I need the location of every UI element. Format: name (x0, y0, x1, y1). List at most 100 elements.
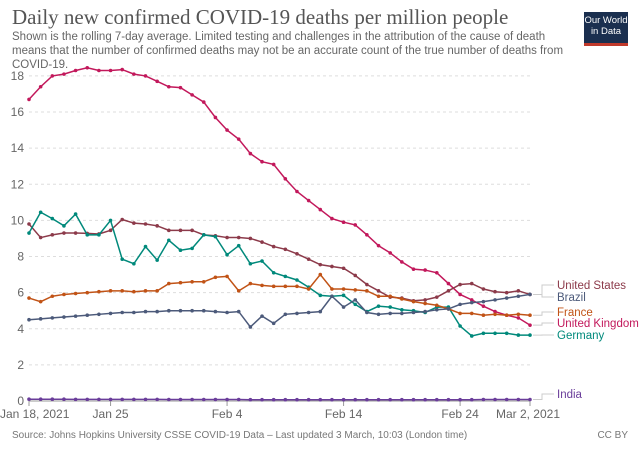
label-connector (533, 311, 554, 316)
data-point (528, 333, 532, 337)
data-point (132, 397, 136, 402)
data-point (248, 151, 253, 156)
data-point (353, 298, 358, 302)
data-point (365, 282, 369, 287)
label-connector (533, 393, 554, 401)
data-point (190, 280, 194, 284)
data-point (458, 292, 462, 297)
data-point (504, 313, 509, 318)
data-point (201, 397, 206, 402)
data-point (167, 397, 171, 402)
data-point (318, 309, 323, 314)
data-point (330, 294, 334, 299)
y-tick-label: 6 (17, 286, 24, 300)
data-point (120, 289, 125, 293)
data-point (353, 397, 358, 402)
data-point (190, 93, 194, 97)
data-point (271, 321, 276, 326)
data-point (108, 397, 113, 402)
data-point (271, 284, 276, 289)
data-point (341, 266, 346, 271)
data-point (318, 262, 323, 267)
data-point (73, 231, 78, 235)
data-point (493, 331, 497, 336)
data-point (493, 289, 497, 294)
data-point (190, 308, 194, 313)
data-point (423, 309, 427, 314)
data-point (388, 294, 392, 299)
data-point (306, 257, 311, 262)
license-link[interactable]: CC BY (597, 430, 628, 441)
data-point (306, 310, 311, 315)
series-india: India (27, 389, 583, 402)
data-point (376, 289, 381, 293)
data-point (481, 313, 486, 318)
data-point (469, 298, 474, 302)
data-point (132, 289, 136, 294)
y-tick-label: 8 (17, 250, 24, 264)
data-point (458, 282, 462, 287)
data-point (167, 238, 171, 243)
data-point (423, 301, 427, 306)
data-point (143, 222, 148, 226)
data-point (236, 397, 241, 402)
data-point (120, 217, 125, 222)
data-point (504, 331, 509, 336)
data-point (155, 79, 159, 84)
data-point (353, 288, 358, 292)
data-point (504, 290, 509, 295)
data-point (341, 305, 346, 309)
source-note: Source: Johns Hopkins University CSSE CO… (12, 430, 468, 441)
data-point (318, 293, 323, 298)
data-point (458, 324, 462, 328)
series-united-states: United States (27, 217, 626, 303)
data-point (481, 299, 486, 304)
data-point (434, 307, 439, 312)
data-point (62, 72, 66, 76)
chart-title: Daily new confirmed COVID-19 deaths per … (12, 5, 509, 29)
data-point (50, 233, 55, 237)
data-point (469, 281, 474, 286)
data-point (504, 397, 509, 402)
data-point (38, 235, 43, 240)
data-point (155, 309, 159, 314)
data-point (85, 233, 90, 237)
data-point (481, 304, 486, 308)
data-point (85, 65, 90, 70)
data-point (50, 216, 55, 221)
data-point (108, 228, 113, 233)
data-point (411, 397, 416, 402)
series-line (28, 293, 531, 329)
data-point (271, 397, 276, 402)
data-point (423, 397, 427, 402)
data-point (132, 310, 136, 315)
data-point (108, 311, 113, 316)
data-point (353, 302, 358, 307)
data-point (62, 224, 66, 228)
data-point (295, 284, 299, 289)
data-point (38, 299, 43, 304)
data-point (201, 100, 206, 104)
data-point (446, 289, 451, 293)
data-point (108, 68, 113, 73)
data-point (120, 397, 125, 402)
data-point (73, 212, 78, 216)
data-point (120, 67, 125, 72)
data-point (283, 177, 288, 181)
data-point (469, 334, 474, 338)
series-france: France (27, 272, 593, 319)
data-point (155, 258, 159, 262)
data-point (27, 317, 31, 322)
data-point (400, 397, 404, 402)
owid-logo[interactable]: Our World in Data (584, 12, 628, 46)
data-point (73, 397, 78, 402)
data-point (283, 312, 288, 317)
label-connector (533, 293, 554, 298)
data-point (248, 325, 253, 329)
data-point (295, 311, 299, 316)
data-point (50, 294, 55, 299)
data-point (201, 233, 206, 237)
data-point (201, 280, 206, 284)
data-point (341, 397, 346, 402)
data-point (341, 287, 346, 291)
